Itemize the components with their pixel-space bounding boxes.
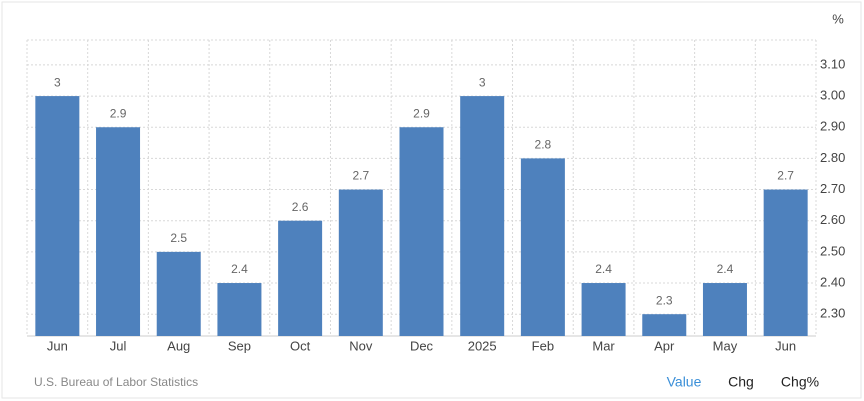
y-tick-label: 3.10 (820, 56, 845, 71)
y-tick-label: 2.70 (820, 181, 845, 196)
unit-label: % (832, 11, 844, 26)
x-tick-label: Feb (532, 338, 554, 353)
x-tick-label: Nov (349, 338, 373, 353)
control-button[interactable]: Value (667, 374, 702, 390)
bar (96, 127, 141, 337)
bar (217, 283, 262, 336)
control-button[interactable]: Chg (728, 374, 754, 390)
value-label: 2.4 (231, 262, 248, 276)
x-tick-label: Sep (228, 338, 251, 353)
x-tick-label: Aug (167, 338, 190, 353)
value-label: 2.4 (717, 262, 734, 276)
x-tick-label: Jun (775, 338, 796, 353)
x-tick-label: Mar (592, 338, 615, 353)
bar (702, 283, 747, 336)
value-label: 2.8 (535, 138, 552, 152)
value-label: 3 (479, 75, 486, 89)
value-label: 2.3 (656, 293, 673, 307)
value-label: 3 (54, 75, 61, 89)
y-tick-label: 2.80 (820, 150, 845, 165)
y-tick-label: 2.30 (820, 306, 845, 321)
value-label: 2.7 (352, 169, 369, 183)
y-tick-label: 2.50 (820, 243, 845, 258)
x-tick-label: Jun (47, 338, 68, 353)
x-tick-label: 2025 (468, 338, 497, 353)
bar (763, 189, 808, 336)
value-label: 2.5 (170, 231, 187, 245)
value-label: 2.9 (110, 106, 127, 120)
bar (399, 127, 444, 337)
x-tick-label: Dec (410, 338, 434, 353)
x-tick-label: Oct (290, 338, 311, 353)
value-label: 2.4 (595, 262, 612, 276)
x-tick-label: Jul (110, 338, 127, 353)
value-label: 2.6 (292, 200, 309, 214)
bar (156, 251, 201, 336)
x-tick-label: May (713, 338, 738, 353)
bar (520, 158, 565, 336)
x-tick-label: Apr (654, 338, 675, 353)
bar (581, 283, 626, 336)
control-button[interactable]: Chg% (781, 374, 819, 390)
value-label: 2.9 (413, 106, 430, 120)
y-tick-label: 2.40 (820, 274, 845, 289)
y-tick-label: 2.90 (820, 119, 845, 134)
bar (460, 96, 505, 336)
y-tick-label: 3.00 (820, 88, 845, 103)
y-tick-label: 2.60 (820, 212, 845, 227)
source: U.S. Bureau of Labor Statistics (34, 375, 198, 389)
bar (278, 220, 323, 336)
bar (35, 96, 80, 336)
bar (642, 314, 687, 336)
bar (338, 189, 383, 336)
value-label: 2.7 (777, 169, 794, 183)
